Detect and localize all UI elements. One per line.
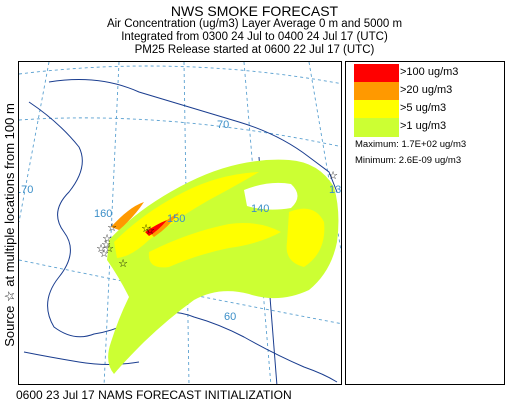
plume-level-5 bbox=[114, 172, 325, 268]
star-icon: ☆ bbox=[141, 223, 151, 235]
longitude-labels: 170 160 150 140 130 bbox=[19, 184, 342, 225]
plume-level-100 bbox=[145, 220, 167, 236]
graticule-lat-70 bbox=[19, 117, 341, 148]
concentration-legend: >100 ug/m3 >20 ug/m3 >5 ug/m3 >1 ug/m3 Maxi… bbox=[345, 61, 505, 385]
longitude-label: 160 bbox=[94, 208, 112, 220]
latitude-label: 70 bbox=[217, 119, 229, 131]
legend-minimum: Minimum: 2.6E-09 ug/m3 bbox=[355, 155, 462, 166]
graticule-lon-160 bbox=[103, 62, 120, 384]
latitude-label: 60 bbox=[224, 311, 236, 323]
source-label: Source ☆ at multiple locations from 100 … bbox=[2, 62, 18, 388]
legend-item: >20 ug/m3 bbox=[354, 82, 504, 101]
longitude-label: 130 bbox=[329, 184, 342, 196]
star-icon: ☆ bbox=[96, 243, 106, 255]
star-icon: ☆ bbox=[99, 248, 109, 260]
star-icon: ☆ bbox=[328, 170, 338, 182]
plume-level-20 bbox=[111, 202, 179, 237]
star-icon: ☆ bbox=[107, 222, 117, 234]
graticule-lon-170 bbox=[19, 62, 50, 223]
legend-item: >100 ug/m3 bbox=[354, 64, 504, 83]
legend-swatch bbox=[354, 100, 399, 119]
graticule-lat-60 bbox=[19, 259, 341, 325]
star-icon: ☆ bbox=[118, 258, 128, 270]
legend-swatch bbox=[354, 64, 399, 83]
integration-period: Integrated from 0300 24 Jul to 0400 24 J… bbox=[121, 31, 388, 43]
plume-hole bbox=[244, 182, 298, 210]
concentration-description: Air Concentration (ug/m3) Layer Average … bbox=[106, 18, 403, 30]
map-title: NWS SMOKE FORECAST bbox=[170, 3, 339, 19]
longitude-label: 150 bbox=[167, 213, 185, 225]
release-start: PM25 Release started at 0600 22 Jul 17 (… bbox=[134, 44, 375, 56]
legend-label: >20 ug/m3 bbox=[400, 84, 453, 96]
smoke-plume bbox=[107, 159, 339, 374]
legend-item: >1 ug/m3 bbox=[354, 118, 504, 137]
longitude-label: 170 bbox=[19, 184, 33, 196]
legend-maximum: Maximum: 1.7E+02 ug/m3 bbox=[355, 139, 467, 150]
latitude-labels: 70 60 bbox=[217, 119, 236, 323]
source-label-text: Source ☆ at multiple locations from 100 … bbox=[2, 103, 17, 347]
forecast-initialization: 0600 23 Jul 17 NAMS FORECAST INITIALIZAT… bbox=[16, 388, 292, 402]
star-icon: ☆ bbox=[102, 233, 112, 245]
star-icon: ☆ bbox=[145, 225, 155, 237]
longitude-label: 140 bbox=[251, 203, 269, 215]
legend-swatch bbox=[354, 118, 399, 137]
star-icon: ☆ bbox=[104, 243, 114, 255]
legend-label: >1 ug/m3 bbox=[400, 120, 447, 132]
legend-item: >5 ug/m3 bbox=[354, 100, 504, 119]
legend-label: >100 ug/m3 bbox=[400, 66, 459, 78]
star-icon: ☆ bbox=[101, 239, 111, 251]
source-markers: ☆☆☆☆☆☆☆☆☆☆ bbox=[96, 170, 338, 270]
legend-label: >5 ug/m3 bbox=[400, 102, 447, 114]
legend-swatch bbox=[354, 82, 399, 101]
graticule-lat-75 bbox=[19, 65, 341, 85]
